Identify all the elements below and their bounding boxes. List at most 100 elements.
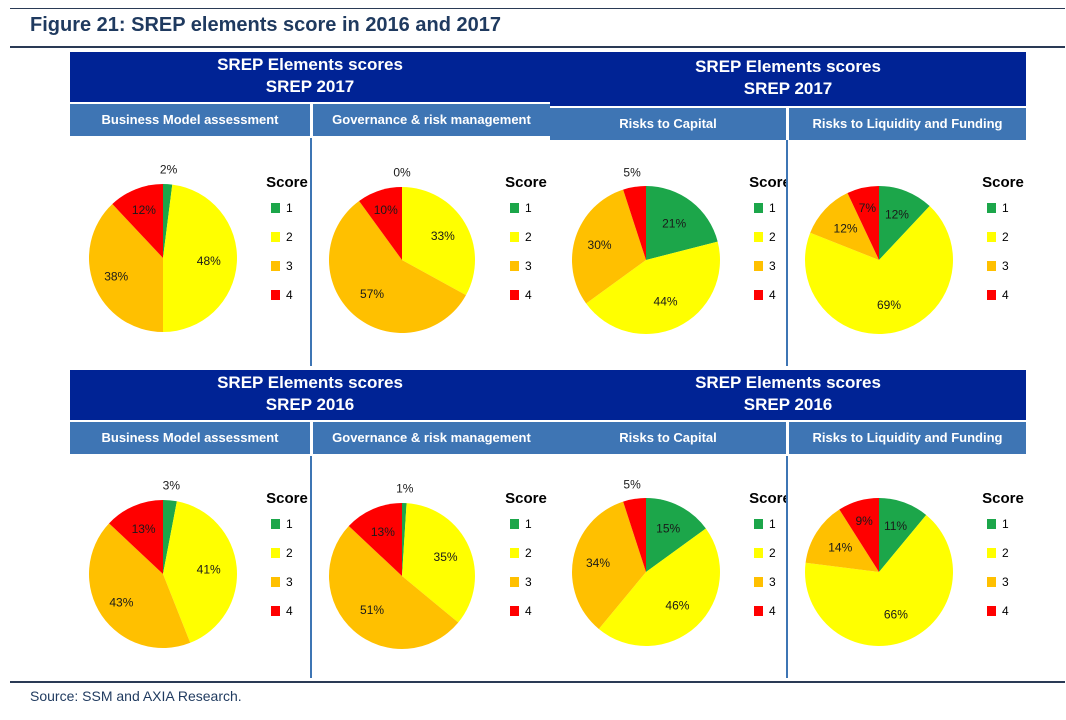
pie-label-score-2: 35% <box>434 550 458 564</box>
pie-slice-score-2 <box>402 187 475 296</box>
legend-swatch-score-4 <box>754 290 763 300</box>
legend-label-score-1: 1 <box>1002 517 1009 531</box>
legend-swatch-score-4 <box>271 290 280 300</box>
panel-separator <box>310 456 312 678</box>
pie-slice-score-4 <box>109 500 163 574</box>
top-rule <box>10 8 1065 9</box>
legend-label-score-2: 2 <box>525 230 532 244</box>
legend-swatch-score-4 <box>510 290 519 300</box>
title-rule <box>10 46 1065 48</box>
legend-title: Score <box>266 490 308 507</box>
bottom-rule <box>10 681 1065 683</box>
legend-swatch-score-2 <box>510 232 519 242</box>
pie-label-score-4: 13% <box>371 525 395 539</box>
pie-chart-liquidity-2016: 11% 66% 14%9% Score 1 2 3 4 <box>805 490 1024 646</box>
legend-title: Score <box>982 174 1024 191</box>
legend-swatch-score-3 <box>987 577 996 587</box>
banner-line1: SREP Elements scores <box>695 373 881 392</box>
legend-swatch-score-2 <box>754 548 763 558</box>
pie-label-score-4: 10% <box>374 203 398 217</box>
pie-label-score-2: 33% <box>431 229 455 243</box>
legend-swatch-score-3 <box>271 261 280 271</box>
legend-swatch-score-1 <box>510 519 519 529</box>
pie-chart-business-model-2017: 2% 48% 38% 12% Score 1 2 3 4 <box>88 162 308 332</box>
legend-label-score-2: 2 <box>525 546 532 560</box>
legend-label-score-4: 4 <box>769 604 776 618</box>
figure-title: Figure 21: SREP elements score in 2016 a… <box>30 14 501 36</box>
legend-label-score-3: 3 <box>525 259 532 273</box>
legend-swatch-score-4 <box>271 606 280 616</box>
legend-swatch-score-3 <box>510 261 519 271</box>
pie-slice-score-3 <box>328 526 459 650</box>
legend-swatch-score-2 <box>271 548 280 558</box>
legend-swatch-score-1 <box>987 203 996 213</box>
pie-slice-score-3 <box>329 200 466 333</box>
pie-label-score-1: 0% <box>393 165 411 179</box>
legend-swatch-score-1 <box>754 519 763 529</box>
legend-swatch-score-4 <box>987 606 996 616</box>
pie-label-score-3: 51% <box>360 603 384 617</box>
pie-label-score-2: 41% <box>197 563 221 577</box>
pie-label-score-4: 13% <box>132 522 156 536</box>
subheader-liquidity-2016: Risks to Liquidity and Funding <box>789 422 1026 454</box>
pie-slice-score-2 <box>402 503 475 623</box>
banner-line1: SREP Elements scores <box>217 373 403 392</box>
pie-label-score-1: 11% <box>884 519 907 533</box>
pie-label-score-4: 5% <box>623 477 641 491</box>
legend-label-score-2: 2 <box>286 230 293 244</box>
legend-swatch-score-1 <box>271 519 280 529</box>
pie-slice-score-4 <box>847 186 879 260</box>
legend-swatch-score-2 <box>510 548 519 558</box>
pie-slice-score-1 <box>646 498 706 572</box>
legend-label-score-1: 1 <box>286 201 293 215</box>
banner-line2: SREP 2017 <box>743 79 833 98</box>
pie-label-score-4: 7% <box>859 201 877 215</box>
pie-chart-capital-2017: 21% 44% 30% 5% Score 1 2 3 4 <box>572 165 786 334</box>
legend-swatch-score-1 <box>510 203 519 213</box>
pie-label-score-2: 46% <box>665 598 689 612</box>
pie-slice-score-1 <box>879 498 927 572</box>
pie-label-score-3: 12% <box>834 222 858 236</box>
subheader-governance-2016: Governance & risk management <box>313 422 550 454</box>
legend-swatch-score-2 <box>987 548 996 558</box>
legend-label-score-4: 4 <box>769 288 776 302</box>
pie-slice-score-2 <box>586 241 720 334</box>
pie-label-score-1: 12% <box>885 208 909 222</box>
pie-chart-capital-2016: 15% 46% 34% 5% Score 1 2 3 4 <box>572 477 786 647</box>
legend-label-score-1: 1 <box>1002 201 1009 215</box>
pie-slice-score-2 <box>163 501 238 643</box>
source-note: Source: SSM and AXIA Research. <box>30 688 242 704</box>
panel-separator <box>786 140 788 366</box>
legend-swatch-score-2 <box>987 232 996 242</box>
pie-label-score-4: 12% <box>132 203 156 217</box>
pie-slice-score-3 <box>88 523 191 648</box>
legend-title: Score <box>749 174 786 191</box>
legend-label-score-3: 3 <box>1002 259 1009 273</box>
legend-label-score-4: 4 <box>1002 604 1009 618</box>
legend-label-score-4: 4 <box>286 604 293 618</box>
legend-swatch-score-4 <box>987 290 996 300</box>
legend-label-score-1: 1 <box>525 517 532 531</box>
legend-title: Score <box>749 490 786 507</box>
pie-slice-score-4 <box>623 186 646 260</box>
legend-label-score-2: 2 <box>769 230 776 244</box>
banner-line2: SREP 2017 <box>265 77 355 96</box>
banner-top-right: SREP Elements scores SREP 2017 <box>550 52 1026 106</box>
legend-label-score-2: 2 <box>286 546 293 560</box>
pie-slice-score-4 <box>359 187 402 260</box>
subheader-capital-2016: Risks to Capital <box>550 422 786 454</box>
panel-separator <box>786 456 788 678</box>
banner-line2: SREP 2016 <box>743 395 833 414</box>
legend-swatch-score-1 <box>271 203 280 213</box>
banner-bottom-left: SREP Elements scores SREP 2016 <box>70 370 550 420</box>
pie-slice-score-1 <box>879 186 930 260</box>
pie-slice-score-3 <box>572 189 646 304</box>
pie-slice-score-2 <box>805 514 953 646</box>
legend-label-score-4: 4 <box>525 604 532 618</box>
legend-swatch-score-3 <box>510 577 519 587</box>
pie-label-score-3: 30% <box>588 238 612 252</box>
legend-label-score-2: 2 <box>769 546 776 560</box>
legend-label-score-3: 3 <box>525 575 532 589</box>
pie-label-score-2: 48% <box>197 254 221 268</box>
legend-swatch-score-4 <box>754 606 763 616</box>
